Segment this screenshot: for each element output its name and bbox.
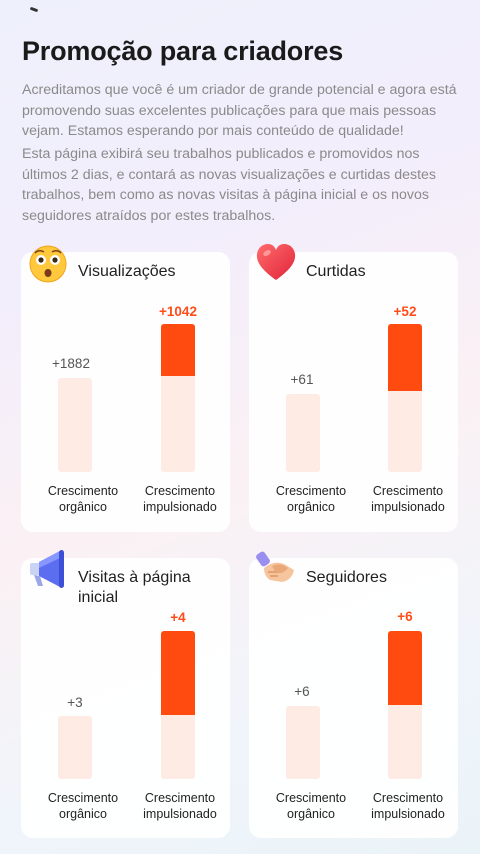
views-card: Visualizações +1882 +1042 Crescimento or… bbox=[21, 245, 230, 532]
card-title: Seguidores bbox=[306, 569, 387, 586]
boosted-value: +1042 bbox=[159, 304, 197, 319]
boosted-bar-fill bbox=[161, 631, 195, 715]
boosted-value: +4 bbox=[170, 610, 186, 625]
organic-bar bbox=[58, 378, 92, 472]
boosted-label: Crescimento impulsionado bbox=[143, 791, 217, 821]
description-details: Esta página exibirá seu trabalhos public… bbox=[22, 146, 437, 224]
status-mark bbox=[29, 6, 39, 13]
boosted-label: Crescimento impulsionado bbox=[371, 791, 445, 821]
card-title: Curtidas bbox=[306, 263, 366, 280]
likes-card: Curtidas +61 +52 Crescimento orgânico Cr… bbox=[249, 244, 458, 532]
organic-label: Crescimento orgânico bbox=[275, 484, 347, 514]
organic-bar bbox=[286, 706, 320, 779]
boosted-value: +6 bbox=[397, 609, 413, 624]
handshake-icon bbox=[254, 546, 298, 590]
megaphone-icon bbox=[26, 546, 70, 590]
organic-label: Crescimento orgânico bbox=[47, 484, 119, 514]
boosted-label: Crescimento impulsionado bbox=[143, 484, 217, 514]
card-title: Visitas à página inicial bbox=[78, 569, 191, 606]
description-intro: Acreditamos que você é um criador de gra… bbox=[22, 82, 457, 139]
boosted-value: +52 bbox=[393, 304, 417, 319]
card-title: Visualizações bbox=[78, 263, 176, 280]
home-visits-card: Visitas à página inicial +3 +4 Crescimen… bbox=[21, 550, 230, 838]
organic-value: +1882 bbox=[52, 356, 90, 371]
boosted-label: Crescimento impulsionado bbox=[371, 484, 445, 514]
organic-value: +3 bbox=[67, 695, 83, 710]
heart-icon bbox=[254, 240, 298, 284]
organic-bar bbox=[58, 716, 92, 779]
organic-bar bbox=[286, 394, 320, 472]
organic-value: +6 bbox=[294, 684, 310, 699]
page-title: Promoção para criadores bbox=[22, 36, 344, 66]
boosted-bar-fill bbox=[388, 631, 422, 705]
followers-card: Seguidores +6 +6 Crescimento orgânico Cr… bbox=[249, 551, 458, 838]
organic-label: Crescimento orgânico bbox=[47, 791, 119, 821]
organic-value: +61 bbox=[290, 372, 314, 387]
surprised-face-icon bbox=[26, 240, 70, 284]
boosted-bar-fill bbox=[388, 324, 422, 391]
boosted-bar-fill bbox=[161, 324, 195, 376]
organic-label: Crescimento orgânico bbox=[275, 791, 347, 821]
